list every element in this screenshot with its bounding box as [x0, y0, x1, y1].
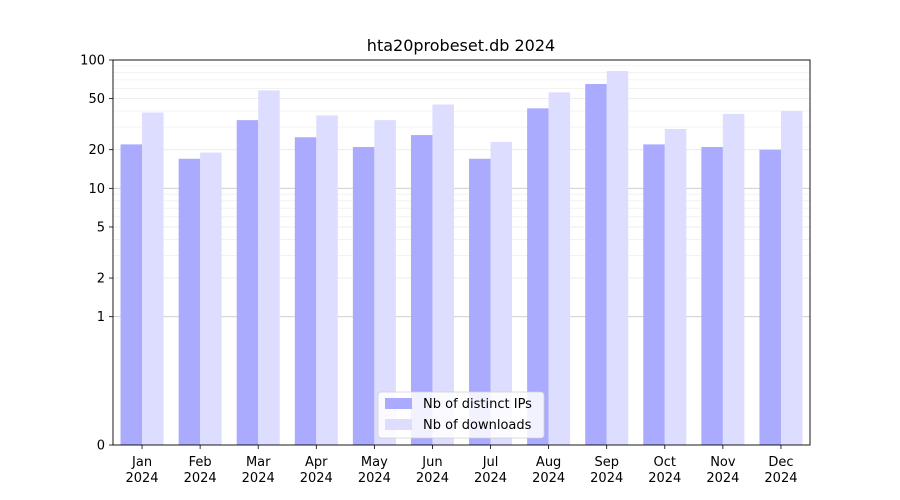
- y-tick-label: 2: [97, 272, 105, 287]
- y-tick-label: 20: [88, 143, 105, 158]
- bar-distinct-ips-aug: [527, 108, 549, 446]
- x-tick-label-year: 2024: [532, 471, 565, 486]
- x-tick-label-year: 2024: [125, 471, 158, 486]
- x-tick-label-year: 2024: [184, 471, 217, 486]
- x-tick-label-month: Mar: [246, 455, 271, 470]
- legend-swatch: [385, 419, 412, 430]
- x-tick-label-month: Sep: [594, 455, 619, 470]
- x-tick-label-year: 2024: [764, 471, 797, 486]
- x-tick-label-month: Aug: [536, 455, 561, 470]
- x-tick-label-month: Jul: [482, 455, 499, 470]
- y-tick-label: 1: [97, 310, 105, 325]
- bar-downloads-oct: [664, 128, 687, 446]
- bar-downloads-apr: [316, 115, 338, 445]
- y-tick-label: 5: [97, 220, 105, 235]
- bar-downloads-may: [374, 120, 396, 446]
- legend-box: [377, 391, 545, 439]
- x-tick-label-month: Nov: [710, 455, 736, 470]
- x-tick-label-year: 2024: [474, 471, 507, 486]
- x-tick-label-year: 2024: [358, 471, 391, 486]
- x-tick-label-month: Jun: [421, 455, 442, 470]
- x-tick-label-year: 2024: [590, 471, 623, 486]
- legend-label: Nb of distinct IPs: [423, 397, 532, 412]
- x-tick-label-month: Dec: [768, 455, 793, 470]
- bar-distinct-ips-mar: [236, 120, 259, 446]
- y-tick-label: 100: [80, 54, 105, 69]
- y-tick-label: 0: [97, 439, 105, 454]
- x-tick-label-year: 2024: [706, 471, 739, 486]
- plot-frame: [112, 59, 811, 446]
- bar-downloads-dec: [780, 111, 803, 445]
- legend-label: Nb of downloads: [423, 418, 532, 433]
- bar-downloads-nov: [722, 113, 745, 446]
- x-tick-label-year: 2024: [300, 471, 333, 486]
- bar-distinct-ips-oct: [643, 144, 665, 445]
- bar-distinct-ips-jan: [120, 144, 143, 445]
- y-tick-label: 10: [88, 182, 105, 197]
- x-tick-label-year: 2024: [648, 471, 681, 486]
- bar-distinct-ips-jul: [469, 158, 491, 446]
- bar-downloads-jul: [490, 141, 513, 445]
- axes: Jan2024Feb2024Mar2024Apr2024May2024Jun20…: [80, 54, 811, 486]
- bar-distinct-ips-dec: [759, 149, 781, 445]
- legend: Nb of distinct IPs Nb of downloads: [377, 391, 545, 439]
- x-tick-label-month: Jan: [131, 455, 152, 470]
- x-tick-label-month: Oct: [654, 455, 676, 470]
- bar-distinct-ips-nov: [701, 146, 723, 445]
- x-tick-label-month: Apr: [305, 455, 328, 470]
- bar-downloads-jun: [432, 104, 454, 445]
- x-tick-label-month: May: [361, 455, 388, 470]
- bar-downloads-mar: [258, 90, 280, 445]
- x-tick-label-year: 2024: [242, 471, 275, 486]
- bar-downloads-aug: [548, 92, 571, 446]
- bar-downloads-jan: [142, 112, 164, 445]
- bar-distinct-ips-may: [352, 146, 375, 445]
- legend-swatch: [385, 398, 412, 409]
- bar-distinct-ips-feb: [178, 158, 201, 446]
- bar-distinct-ips-sep: [585, 84, 607, 445]
- x-tick-label-year: 2024: [416, 471, 449, 486]
- y-tick-label: 50: [88, 92, 105, 107]
- bar-distinct-ips-apr: [294, 137, 317, 446]
- bar-downloads-feb: [200, 152, 222, 446]
- x-tick-label-month: Feb: [189, 455, 212, 470]
- bar-downloads-sep: [606, 71, 629, 446]
- bars: [120, 71, 803, 446]
- chart-title: hta20probeset.db 2024: [367, 36, 555, 55]
- bar-distinct-ips-jun: [410, 135, 433, 445]
